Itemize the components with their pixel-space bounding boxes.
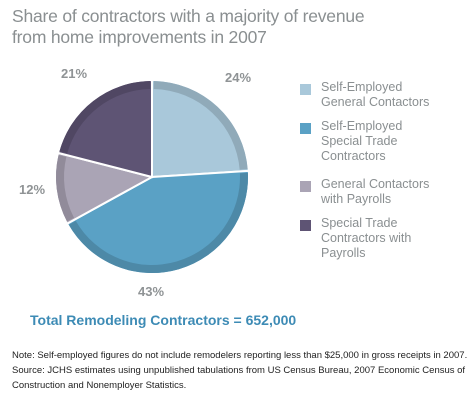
source-line: Construction and Nonemployer Statistics. — [12, 380, 187, 391]
pie-slice-self-employed-special-trade-contractors — [65, 169, 250, 275]
legend-swatch — [300, 220, 311, 231]
pie-slice-rim — [153, 81, 248, 170]
slice-percent-label: 43% — [138, 284, 164, 299]
pie-chart: 24% 43% 12% 21% — [19, 66, 251, 299]
slice-percent-label: 21% — [61, 66, 87, 81]
chart-notes: Note: Self-employed figures do not inclu… — [12, 348, 468, 393]
legend-item-special-trade-with-payrolls: Special Trade Contractors with Payrolls — [300, 216, 411, 261]
slice-percent-label: 12% — [19, 182, 45, 197]
pie-slice-special-trade-contractors-with-payrolls — [56, 78, 153, 179]
legend-swatch — [300, 123, 311, 134]
chart-title-line-2: from home improvements in 2007 — [12, 27, 267, 47]
legend-item-general-with-payrolls: General Contactors with Payrolls — [300, 177, 429, 207]
legend-swatch — [300, 181, 311, 192]
pie-slice-general-contactors-with-payrolls — [54, 151, 155, 226]
pie-slice-self-employed-general-contactors — [151, 78, 250, 179]
note-line: Note: Self-employed figures do not inclu… — [12, 350, 468, 361]
chart-title-line-1: Share of contractors with a majority of … — [12, 6, 365, 26]
legend-label: Self-Employed Special Trade Contractors — [321, 119, 403, 163]
pie-slice-rim — [55, 154, 75, 222]
source-line: Source: JCHS estimates using unpublished… — [12, 365, 466, 376]
legend-label: Special Trade Contractors with Payrolls — [321, 216, 412, 260]
chart-title: Share of contractors with a majority of … — [12, 6, 432, 48]
legend-item-self-employed-special-trade: Self-Employed Special Trade Contractors — [300, 119, 402, 164]
pie-slice-rim — [59, 81, 151, 154]
total-remodeling-contractors: Total Remodeling Contractors = 652,000 — [30, 312, 297, 328]
legend-label: Self-Employed General Contactors — [321, 80, 430, 109]
legend-swatch — [300, 84, 311, 95]
legend-item-self-employed-general: Self-Employed General Contactors — [300, 80, 429, 110]
slice-percent-label: 24% — [225, 70, 251, 85]
legend-label: General Contactors with Payrolls — [321, 177, 430, 206]
